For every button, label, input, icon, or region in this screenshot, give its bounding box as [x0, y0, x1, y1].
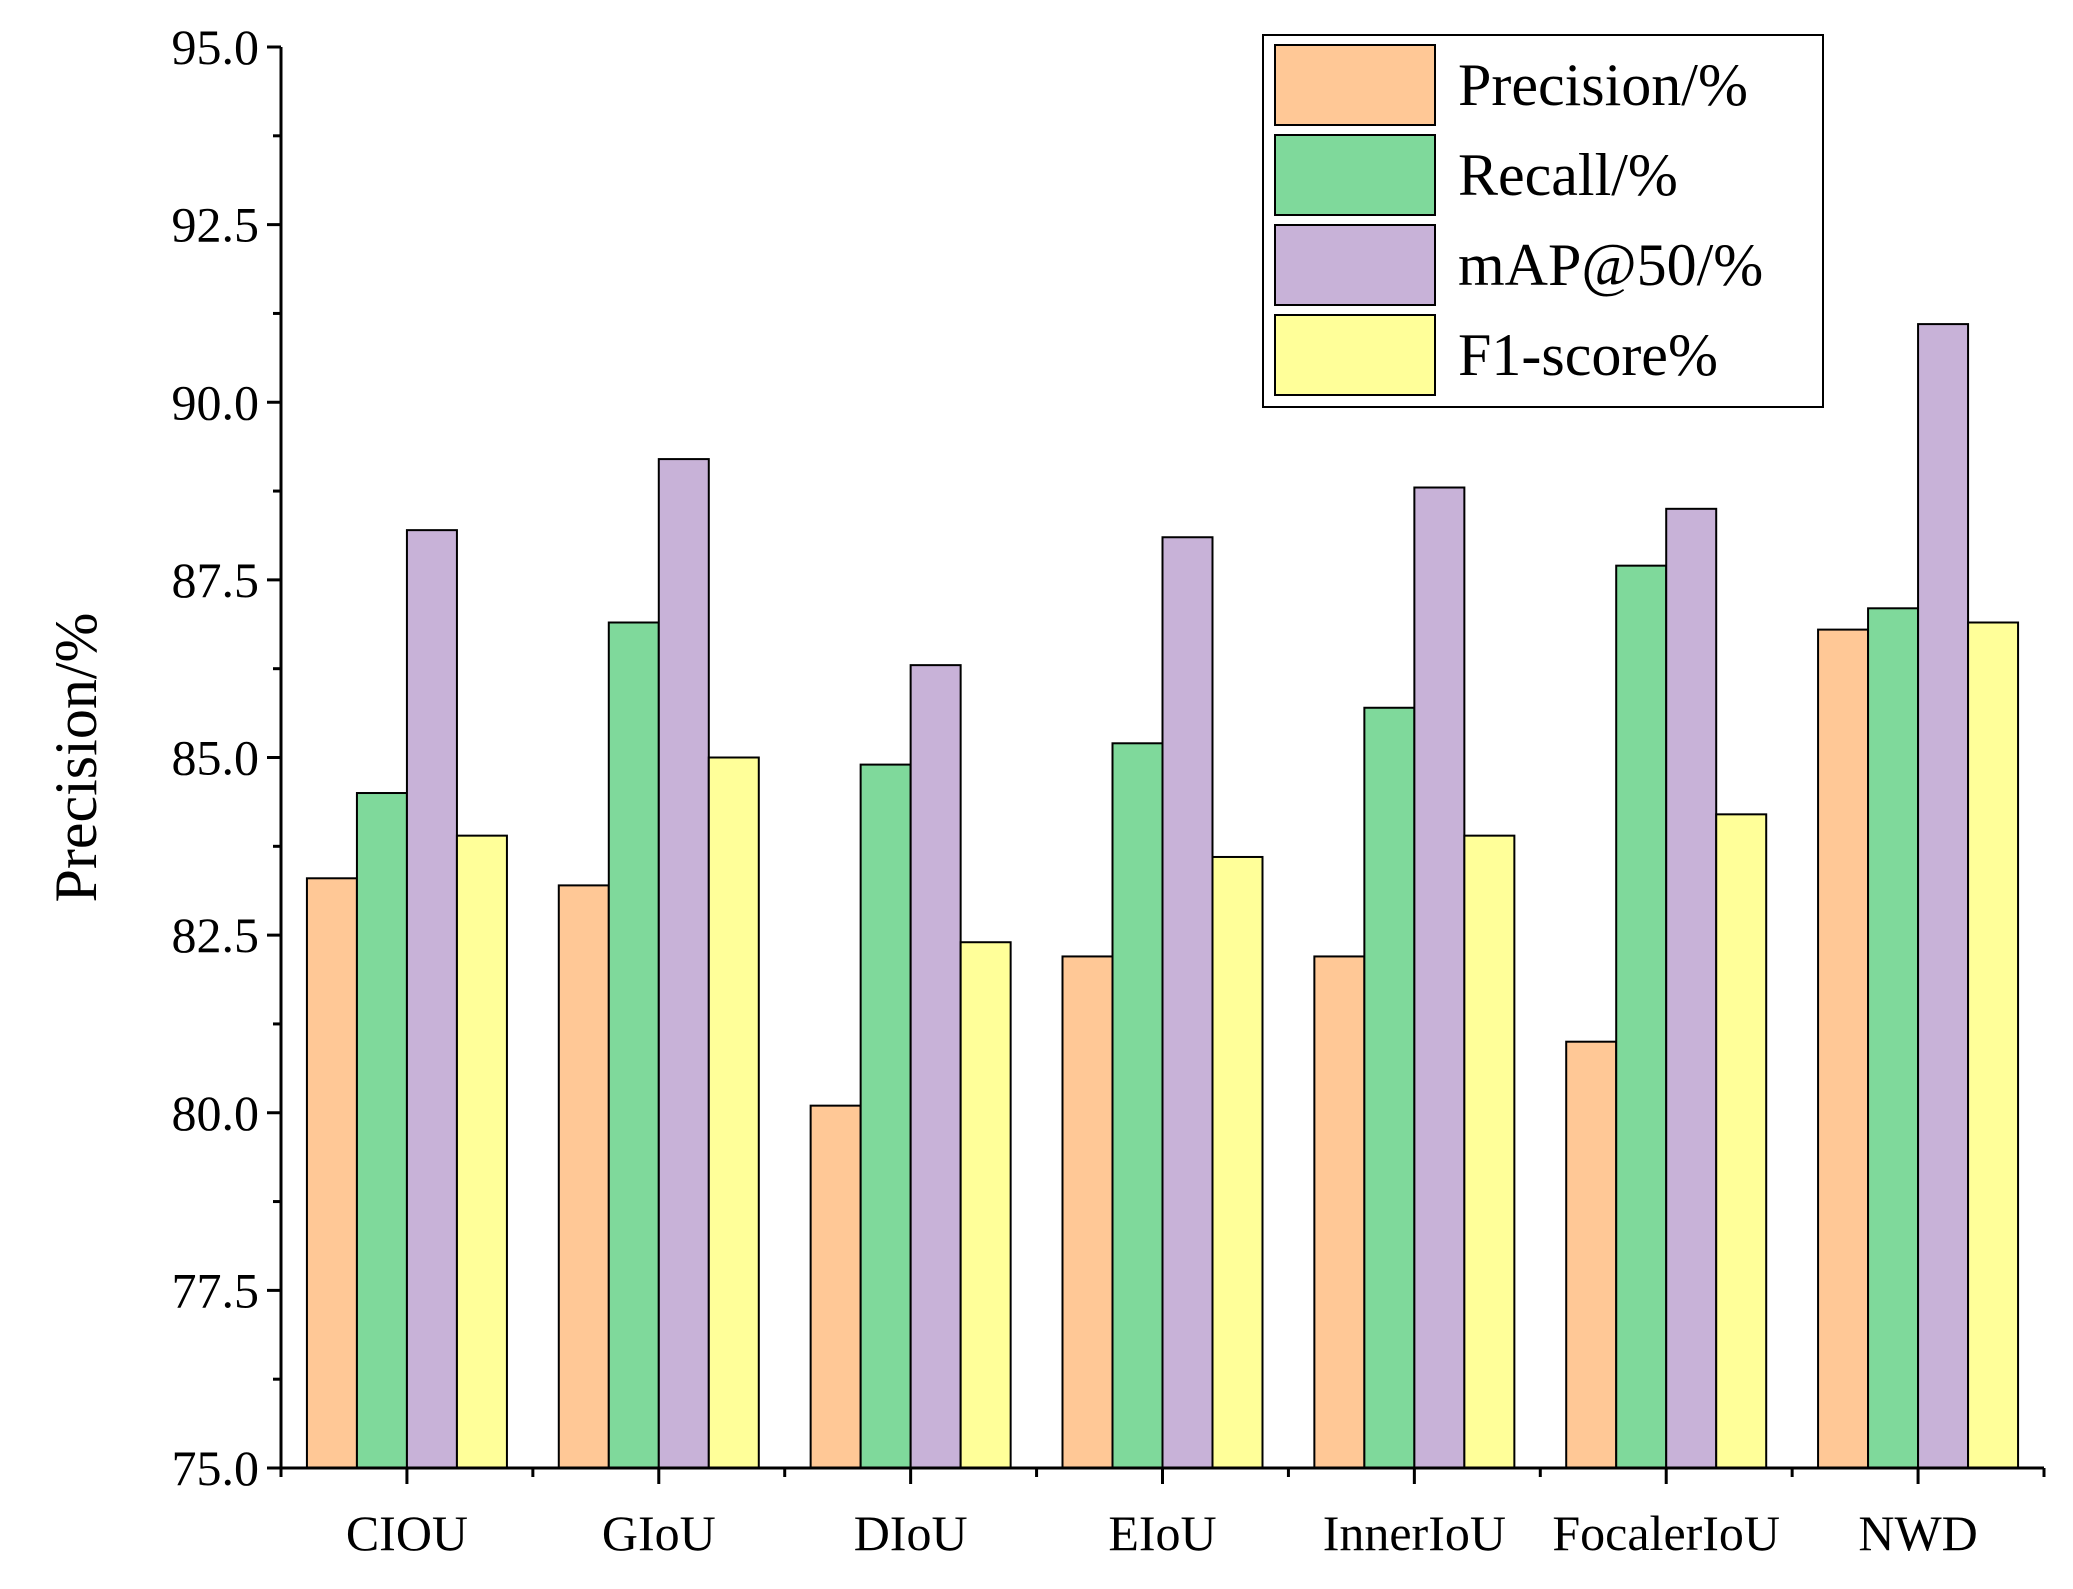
bar-inneriou-f1-score: [1463, 834, 1516, 1469]
y-tick-label: 80.0: [172, 1085, 260, 1141]
bar-ciou-f1-score: [455, 834, 508, 1469]
x-tick-label-giou: GIoU: [602, 1505, 716, 1561]
bar-nwd-map-50: [1917, 323, 1970, 1470]
bar-inneriou-map-50: [1413, 486, 1466, 1469]
bar-diou-recall: [859, 763, 912, 1469]
y-tick-label: 77.5: [172, 1262, 260, 1318]
bar-eiou-recall: [1111, 742, 1164, 1469]
bar-diou-map-50: [909, 664, 962, 1469]
bar-ciou-map-50: [405, 529, 458, 1469]
y-tick-label: 82.5: [172, 907, 260, 963]
legend-swatch-f1-score: [1274, 314, 1436, 396]
bar-nwd-f1-score: [1967, 621, 2020, 1469]
bar-eiou-f1-score: [1211, 855, 1264, 1469]
x-tick-label-ciou: CIOU: [346, 1505, 468, 1561]
bar-giou-map-50: [657, 458, 710, 1469]
bar-eiou-map-50: [1161, 536, 1214, 1469]
bar-ciou-precision: [305, 877, 358, 1469]
bar-nwd-recall: [1867, 607, 1920, 1469]
legend-label-precision: Precision/%: [1458, 52, 1748, 118]
y-tick-label: 87.5: [172, 552, 260, 608]
legend-swatch-map-50: [1274, 224, 1436, 306]
legend-swatch-recall: [1274, 134, 1436, 216]
x-tick-label-diou: DIoU: [854, 1505, 968, 1561]
bar-nwd-precision: [1817, 628, 1870, 1469]
bar-ciou-recall: [355, 792, 408, 1469]
y-axis-label: Precision/%: [43, 613, 109, 903]
legend-label-f1-score: F1-score%: [1458, 322, 1718, 388]
bar-focaleriou-map-50: [1665, 507, 1718, 1469]
bar-focaleriou-recall: [1615, 564, 1668, 1469]
legend-swatch-precision: [1274, 44, 1436, 126]
x-tick-label-nwd: NWD: [1858, 1505, 1977, 1561]
y-tick-label: 92.5: [172, 197, 260, 253]
x-tick-label-eiou: EIoU: [1108, 1505, 1216, 1561]
bar-giou-f1-score: [707, 756, 760, 1469]
x-tick-label-focaleriou: FocalerIoU: [1552, 1505, 1780, 1561]
bar-eiou-precision: [1061, 955, 1114, 1469]
y-tick-label: 75.0: [172, 1440, 260, 1496]
bar-focaleriou-f1-score: [1715, 813, 1768, 1469]
bars-layer: [305, 323, 2020, 1470]
bar-giou-recall: [607, 621, 660, 1469]
legend: Precision/% Recall/% mAP@50/% F1-score%: [1262, 34, 1824, 408]
bar-diou-precision: [809, 1104, 862, 1470]
bar-inneriou-precision: [1313, 955, 1366, 1469]
legend-label-recall: Recall/%: [1458, 142, 1678, 208]
bar-focaleriou-precision: [1565, 1040, 1618, 1469]
axes-layer: 75.0 77.5 80.0 82.5 85.0 87.5 90.0 92.5 95.0 CIOU…: [43, 19, 2046, 1561]
y-tick-label: 85.0: [172, 730, 260, 786]
bar-inneriou-recall: [1363, 706, 1416, 1469]
y-tick-label: 90.0: [172, 374, 260, 430]
x-tick-label-inneriou: InnerIoU: [1323, 1505, 1506, 1561]
bar-diou-f1-score: [959, 941, 1012, 1469]
bar-giou-precision: [557, 884, 610, 1469]
y-tick-label: 95.0: [172, 19, 260, 75]
legend-label-map-50: mAP@50/%: [1458, 232, 1763, 298]
